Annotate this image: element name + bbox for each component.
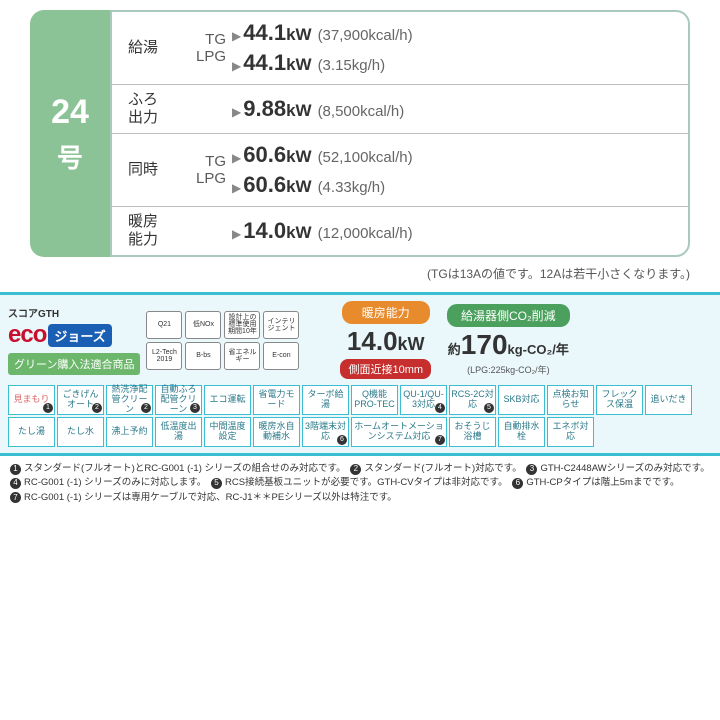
feature-badge: ホームオートメーションシステム対応7: [351, 417, 447, 447]
eco-jo: ジョーズ: [48, 324, 111, 347]
spec-note: (TGは13Aの値です。12Aは若干小さくなります。): [30, 265, 690, 282]
footnotes: 1スタンダード(フルオート)とRC-G001 (-1) シリーズの組合せのみ対応…: [0, 456, 720, 511]
green-purchase-tag: グリーン購入法適合商品: [8, 353, 140, 375]
row-fuel: TGLPG: [174, 31, 232, 65]
cert-grid: Q21低NOx設計上の標準使用期間10年インテリジェント L2-Tech 2019…: [146, 311, 326, 370]
row-fuel: TGLPG: [174, 153, 232, 187]
feature-badge: 暖房水自動補水: [253, 417, 300, 447]
score-gth: スコアGTH: [8, 305, 59, 320]
spec-row: 同時TGLPG▶60.6kW(52,100kcal/h)▶60.6kW(4.33…: [112, 134, 688, 207]
row-label: 給湯: [112, 39, 174, 57]
co2-num: 170: [461, 329, 508, 360]
feature-badge: 見まもり1: [8, 385, 55, 415]
spec-row: 給湯TGLPG▶44.1kW(37,900kcal/h)▶44.1kW(3.15…: [112, 12, 688, 85]
row-values: ▶44.1kW(37,900kcal/h)▶44.1kW(3.15kg/h): [232, 18, 688, 78]
row-values: ▶14.0kW(12,000kcal/h): [232, 216, 688, 246]
heating-box: 暖房能力 14.0kW 側面近接10mm: [340, 301, 431, 379]
feature-badge: 追いだき: [645, 385, 692, 415]
heating-title: 暖房能力: [342, 301, 430, 324]
cert-badge: インテリジェント: [263, 311, 299, 339]
feature-badge: 自動排水栓: [498, 417, 545, 447]
row-label: 同時: [112, 161, 174, 179]
eco-logo-text: eco: [8, 321, 46, 349]
feature-badge: ごきげんオート2: [57, 385, 104, 415]
heat-val-num: 14.0: [347, 326, 398, 356]
spec-row: ふろ出力 ▶9.88kW(8,500kcal/h): [112, 85, 688, 134]
row-values: ▶60.6kW(52,100kcal/h)▶60.6kW(4.33kg/h): [232, 140, 688, 200]
heat-val-unit: kW: [398, 334, 425, 354]
cert-badge: E-con: [263, 342, 299, 370]
feature-badge: たし水: [57, 417, 104, 447]
model-number: 24: [51, 93, 89, 132]
feature-badge: エネボ対応: [547, 417, 594, 447]
feature-badge: たし湯: [8, 417, 55, 447]
feature-badge: Q機能PRO-TEC: [351, 385, 398, 415]
model-badge: 24 号: [30, 10, 110, 257]
feature-badge: 3階端末対応6: [302, 417, 349, 447]
cert-badge: 設計上の標準使用期間10年: [224, 311, 260, 339]
heating-value: 14.0kW: [340, 326, 431, 357]
spec-row: 暖房能力 ▶14.0kW(12,000kcal/h): [112, 207, 688, 255]
cert-badge: 省エネルギー: [224, 342, 260, 370]
feature-badge: フレックス保温: [596, 385, 643, 415]
row-values: ▶9.88kW(8,500kcal/h): [232, 94, 688, 124]
feature-badge: QU-1/QU-3対応4: [400, 385, 447, 415]
feature-band: スコアGTH eco ジョーズ グリーン購入法適合商品 Q21低NOx設計上の標…: [0, 292, 720, 456]
cert-badge: Q21: [146, 311, 182, 339]
cert-badge: 低NOx: [185, 311, 221, 339]
co2-unit: kg-CO₂/年: [508, 342, 569, 357]
feature-badge: SKB対応: [498, 385, 545, 415]
model-go: 号: [57, 138, 83, 175]
spec-rows: 給湯TGLPG▶44.1kW(37,900kcal/h)▶44.1kW(3.15…: [110, 10, 690, 257]
eco-block: スコアGTH eco ジョーズ グリーン購入法適合商品: [8, 305, 140, 375]
cert-badge: L2-Tech 2019: [146, 342, 182, 370]
feature-badge: RCS-2C対応5: [449, 385, 496, 415]
heating-sub: 側面近接10mm: [340, 359, 431, 379]
feature-badge: 沸上予約: [106, 417, 153, 447]
feature-badge: 自動ふろ配管クリーン3: [155, 385, 202, 415]
cert-badge: B-bs: [185, 342, 221, 370]
feature-badge: 低温度出湯: [155, 417, 202, 447]
feature-grid: 見まもり1ごきげんオート2熱洗浄配管クリーン2自動ふろ配管クリーン3エコ運転省電…: [8, 385, 712, 447]
feature-badge: 熱洗浄配管クリーン2: [106, 385, 153, 415]
co2-box: 給湯器側CO₂削減 約170kg-CO₂/年 (LPG:225kg-CO₂/年): [447, 304, 570, 376]
co2-prefix: 約: [448, 342, 461, 357]
feature-badge: エコ運転: [204, 385, 251, 415]
co2-title: 給湯器側CO₂削減: [447, 304, 570, 327]
row-label: 暖房能力: [112, 213, 174, 249]
feature-badge: ターボ給湯: [302, 385, 349, 415]
row-label: ふろ出力: [112, 91, 174, 127]
spec-table: 24 号 給湯TGLPG▶44.1kW(37,900kcal/h)▶44.1kW…: [30, 10, 690, 257]
feature-badge: 中間温度設定: [204, 417, 251, 447]
feature-badge: 省電力モード: [253, 385, 300, 415]
feature-badge: おそうじ浴槽: [449, 417, 496, 447]
feature-badge: 点検お知らせ: [547, 385, 594, 415]
co2-value: 約170kg-CO₂/年: [447, 329, 570, 361]
co2-sub: (LPG:225kg-CO₂/年): [447, 363, 570, 376]
